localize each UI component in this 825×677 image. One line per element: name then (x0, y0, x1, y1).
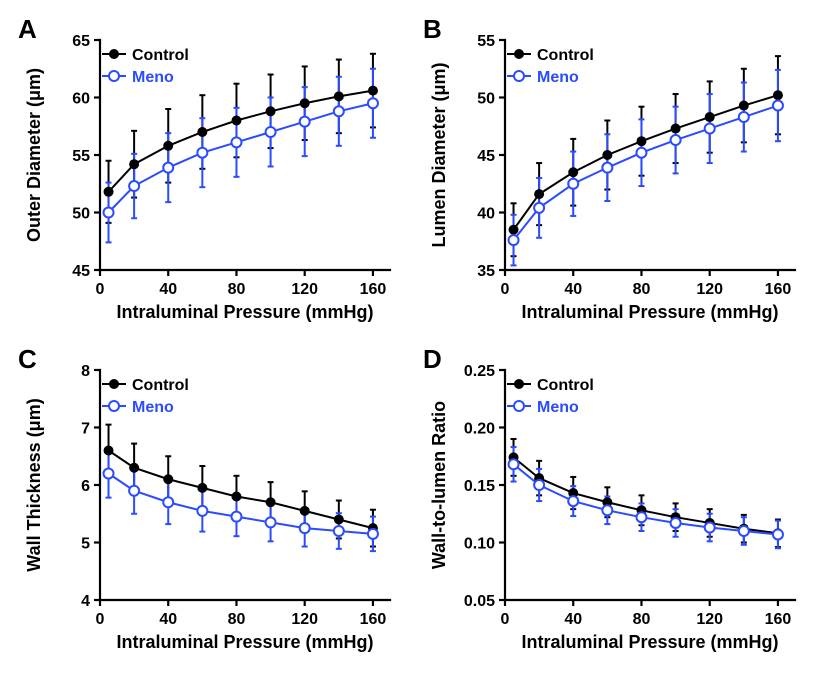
svg-text:0: 0 (501, 611, 510, 628)
svg-text:0.25: 0.25 (464, 363, 495, 380)
svg-text:45: 45 (72, 263, 90, 280)
legend-label-meno: Meno (537, 69, 579, 86)
x-axis-label: Intraluminal Pressure (mmHg) (116, 632, 373, 652)
svg-text:40: 40 (564, 611, 582, 628)
chart-c: 0 40 80 120 160 4 5 6 7 8 Intraluminal Pressure (m… (10, 340, 410, 670)
svg-text:55: 55 (72, 148, 90, 165)
y-axis-label: Wall-to-lumen Ratio (429, 401, 449, 569)
svg-text:65: 65 (72, 33, 90, 50)
svg-text:80: 80 (228, 281, 246, 298)
y-axis-label: Wall Thickness (μm) (24, 398, 44, 571)
legend-label-control: Control (132, 377, 189, 394)
legend-label-meno: Meno (132, 399, 174, 416)
x-axis-label: Intraluminal Pressure (mmHg) (521, 632, 778, 652)
svg-text:40: 40 (564, 281, 582, 298)
svg-text:160: 160 (360, 281, 387, 298)
svg-text:55: 55 (477, 33, 495, 50)
svg-text:0.05: 0.05 (464, 593, 495, 610)
svg-text:0.20: 0.20 (464, 421, 495, 438)
legend-label-control: Control (537, 377, 594, 394)
legend-label-control: Control (537, 47, 594, 64)
legend-label-meno: Meno (132, 69, 174, 86)
panel-b: B 0 40 80 120 160 35 40 45 50 55 Intraluminal Press… (415, 10, 815, 340)
svg-text:60: 60 (72, 91, 90, 108)
panel-label-b: B (423, 14, 442, 45)
svg-text:0.15: 0.15 (464, 478, 495, 495)
svg-text:5: 5 (81, 536, 90, 553)
panel-label-d: D (423, 344, 442, 375)
svg-text:50: 50 (477, 91, 495, 108)
svg-text:120: 120 (696, 611, 723, 628)
svg-text:120: 120 (696, 281, 723, 298)
chart-b: 0 40 80 120 160 35 40 45 50 55 Intraluminal Pressu… (415, 10, 815, 340)
svg-text:7: 7 (81, 421, 90, 438)
svg-text:160: 160 (360, 611, 387, 628)
legend-label-meno: Meno (537, 399, 579, 416)
chart-d: 0 40 80 120 160 0.05 0.10 0.15 0.20 0.25 Intralumi… (415, 340, 815, 670)
panel-d: D 0 40 80 120 160 0.05 0.10 0.15 0.20 0.25 Intralum… (415, 340, 815, 670)
x-axis-label: Intraluminal Pressure (mmHg) (116, 302, 373, 322)
y-axis-label: Lumen Diameter (μm) (429, 62, 449, 247)
x-axis-label: Intraluminal Pressure (mmHg) (521, 302, 778, 322)
svg-text:160: 160 (765, 281, 792, 298)
svg-text:80: 80 (228, 611, 246, 628)
y-axis-label: Outer Diameter (μm) (24, 68, 44, 242)
panel-label-c: C (18, 344, 37, 375)
svg-text:0.10: 0.10 (464, 536, 495, 553)
panel-label-a: A (18, 14, 37, 45)
panel-a: A 0 40 80 120 160 45 50 55 60 65 Intraluminal Press… (10, 10, 410, 340)
svg-text:80: 80 (633, 281, 651, 298)
svg-text:0: 0 (501, 281, 510, 298)
svg-text:40: 40 (159, 281, 177, 298)
svg-text:40: 40 (477, 206, 495, 223)
figure-container: A040801201604550556065Intraluminal Press… (0, 0, 825, 677)
svg-text:6: 6 (81, 478, 90, 495)
svg-text:40: 40 (159, 611, 177, 628)
svg-text:0: 0 (96, 611, 105, 628)
svg-text:80: 80 (633, 611, 651, 628)
svg-text:120: 120 (291, 281, 318, 298)
svg-text:160: 160 (765, 611, 792, 628)
svg-text:4: 4 (81, 593, 90, 610)
svg-text:35: 35 (477, 263, 495, 280)
legend-label-control: Control (132, 47, 189, 64)
svg-text:50: 50 (72, 206, 90, 223)
svg-text:45: 45 (477, 148, 495, 165)
svg-text:8: 8 (81, 363, 90, 380)
svg-text:120: 120 (291, 611, 318, 628)
chart-a: 0 40 80 120 160 45 50 55 60 65 Intraluminal Pressu… (10, 10, 410, 340)
svg-text:0: 0 (96, 281, 105, 298)
panel-c: C 0 40 80 120 160 4 5 6 7 8 Intraluminal Pressure (… (10, 340, 410, 670)
